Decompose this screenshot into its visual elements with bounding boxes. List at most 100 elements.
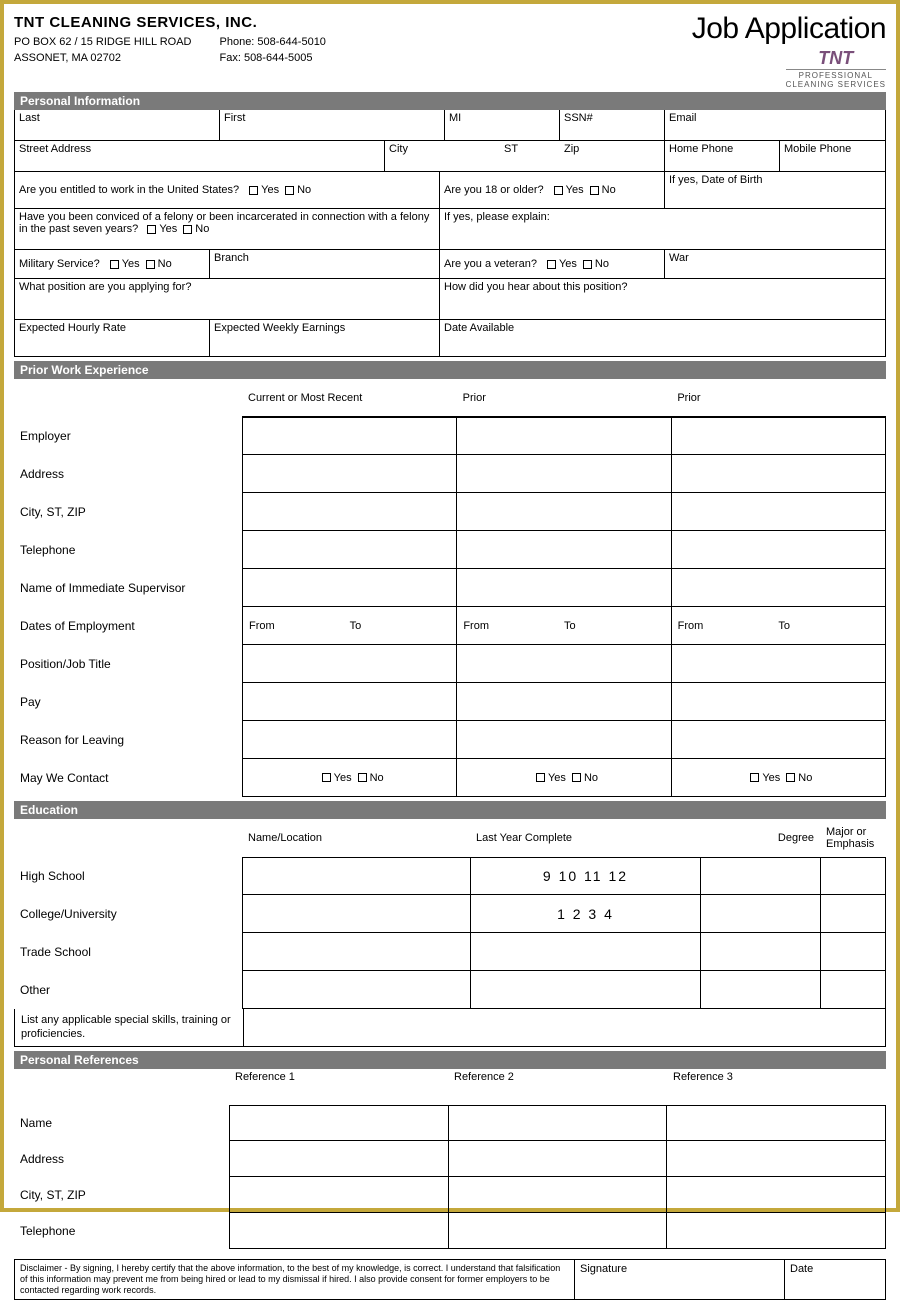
checkbox-icon[interactable] xyxy=(572,773,581,782)
checkbox-icon[interactable] xyxy=(322,773,331,782)
edu-cell[interactable] xyxy=(700,857,820,895)
work-cell[interactable] xyxy=(242,493,456,531)
edu-cell[interactable] xyxy=(700,971,820,1009)
work-cell[interactable]: FromTo xyxy=(456,607,670,645)
email-field[interactable]: Email xyxy=(665,110,885,140)
work-cell[interactable]: YesNo xyxy=(242,759,456,797)
felony-field[interactable]: Have you been conviced of a felony or be… xyxy=(15,209,440,249)
work-cell[interactable]: YesNo xyxy=(671,759,886,797)
checkbox-icon[interactable] xyxy=(547,260,556,269)
work-cell[interactable] xyxy=(671,569,886,607)
city-field[interactable]: City xyxy=(385,141,500,171)
edu-cell[interactable] xyxy=(820,971,886,1009)
work-cell[interactable] xyxy=(242,721,456,759)
work-cell[interactable] xyxy=(242,455,456,493)
ref-cell[interactable] xyxy=(448,1105,667,1141)
war-field[interactable]: War xyxy=(665,250,885,278)
work-cell[interactable] xyxy=(671,417,886,455)
skills-field[interactable] xyxy=(243,1009,885,1046)
work-cell[interactable] xyxy=(671,721,886,759)
felony-explain-field[interactable]: If yes, please explain: xyxy=(440,209,885,249)
edu-cell[interactable] xyxy=(700,933,820,971)
edu-cell[interactable] xyxy=(470,971,700,1009)
checkbox-icon[interactable] xyxy=(146,260,155,269)
edu-cell[interactable] xyxy=(242,933,470,971)
checkbox-icon[interactable] xyxy=(590,186,599,195)
ssn-field[interactable]: SSN# xyxy=(560,110,665,140)
st-field[interactable]: ST xyxy=(500,141,560,171)
edu-cell[interactable] xyxy=(820,933,886,971)
ref-cell[interactable] xyxy=(666,1213,886,1249)
position-field[interactable]: What position are you applying for? xyxy=(15,279,440,319)
work-cell[interactable] xyxy=(671,531,886,569)
ref-cell[interactable] xyxy=(448,1213,667,1249)
work-cell[interactable] xyxy=(242,417,456,455)
last-name-field[interactable]: Last xyxy=(15,110,220,140)
date-field[interactable]: Date xyxy=(785,1260,885,1300)
street-field[interactable]: Street Address xyxy=(15,141,385,171)
work-cell[interactable] xyxy=(242,531,456,569)
checkbox-icon[interactable] xyxy=(285,186,294,195)
ref-cell[interactable] xyxy=(666,1177,886,1213)
mobile-phone-field[interactable]: Mobile Phone xyxy=(780,141,885,171)
work-cell[interactable]: FromTo xyxy=(242,607,456,645)
checkbox-icon[interactable] xyxy=(554,186,563,195)
work-cell[interactable] xyxy=(456,721,670,759)
checkbox-icon[interactable] xyxy=(249,186,258,195)
signature-field[interactable]: Signature xyxy=(575,1260,785,1300)
work-cell[interactable] xyxy=(242,645,456,683)
edu-college-years[interactable]: 1 2 3 4 xyxy=(470,895,700,933)
checkbox-icon[interactable] xyxy=(750,773,759,782)
checkbox-icon[interactable] xyxy=(786,773,795,782)
ref-cell[interactable] xyxy=(666,1105,886,1141)
ref-cell[interactable] xyxy=(448,1177,667,1213)
checkbox-icon[interactable] xyxy=(536,773,545,782)
ref-cell[interactable] xyxy=(229,1213,448,1249)
work-cell[interactable] xyxy=(456,645,670,683)
edu-cell[interactable] xyxy=(820,857,886,895)
work-cell[interactable] xyxy=(671,683,886,721)
checkbox-icon[interactable] xyxy=(110,260,119,269)
work-cell[interactable] xyxy=(671,493,886,531)
mi-field[interactable]: MI xyxy=(445,110,560,140)
work-cell[interactable] xyxy=(456,493,670,531)
checkbox-icon[interactable] xyxy=(147,225,156,234)
ref-cell[interactable] xyxy=(666,1141,886,1177)
ref-cell[interactable] xyxy=(229,1141,448,1177)
work-cell[interactable]: FromTo xyxy=(671,607,886,645)
work-cell[interactable] xyxy=(242,569,456,607)
work-cell[interactable] xyxy=(671,645,886,683)
zip-field[interactable]: Zip xyxy=(560,141,665,171)
hear-field[interactable]: How did you hear about this position? xyxy=(440,279,885,319)
work-us-field[interactable]: Are you entitled to work in the United S… xyxy=(15,172,440,208)
date-available-field[interactable]: Date Available xyxy=(440,320,885,356)
first-name-field[interactable]: First xyxy=(220,110,445,140)
work-cell[interactable] xyxy=(456,569,670,607)
checkbox-icon[interactable] xyxy=(183,225,192,234)
checkbox-icon[interactable] xyxy=(583,260,592,269)
ref-cell[interactable] xyxy=(448,1141,667,1177)
edu-cell[interactable] xyxy=(242,857,470,895)
work-cell[interactable] xyxy=(456,417,670,455)
age18-field[interactable]: Are you 18 or older?YesNo xyxy=(440,172,665,208)
branch-field[interactable]: Branch xyxy=(210,250,440,278)
checkbox-icon[interactable] xyxy=(358,773,367,782)
dob-field[interactable]: If yes, Date of Birth xyxy=(665,172,885,208)
weekly-earnings-field[interactable]: Expected Weekly Earnings xyxy=(210,320,440,356)
work-cell[interactable] xyxy=(242,683,456,721)
work-cell[interactable] xyxy=(456,531,670,569)
work-cell[interactable] xyxy=(456,455,670,493)
edu-cell[interactable] xyxy=(242,971,470,1009)
edu-cell[interactable] xyxy=(470,933,700,971)
hourly-rate-field[interactable]: Expected Hourly Rate xyxy=(15,320,210,356)
edu-cell[interactable] xyxy=(700,895,820,933)
veteran-field[interactable]: Are you a veteran?YesNo xyxy=(440,250,665,278)
work-cell[interactable] xyxy=(671,455,886,493)
military-field[interactable]: Military Service?YesNo xyxy=(15,250,210,278)
work-cell[interactable]: YesNo xyxy=(456,759,670,797)
ref-cell[interactable] xyxy=(229,1177,448,1213)
edu-cell[interactable] xyxy=(242,895,470,933)
edu-cell[interactable] xyxy=(820,895,886,933)
ref-cell[interactable] xyxy=(229,1105,448,1141)
home-phone-field[interactable]: Home Phone xyxy=(665,141,780,171)
